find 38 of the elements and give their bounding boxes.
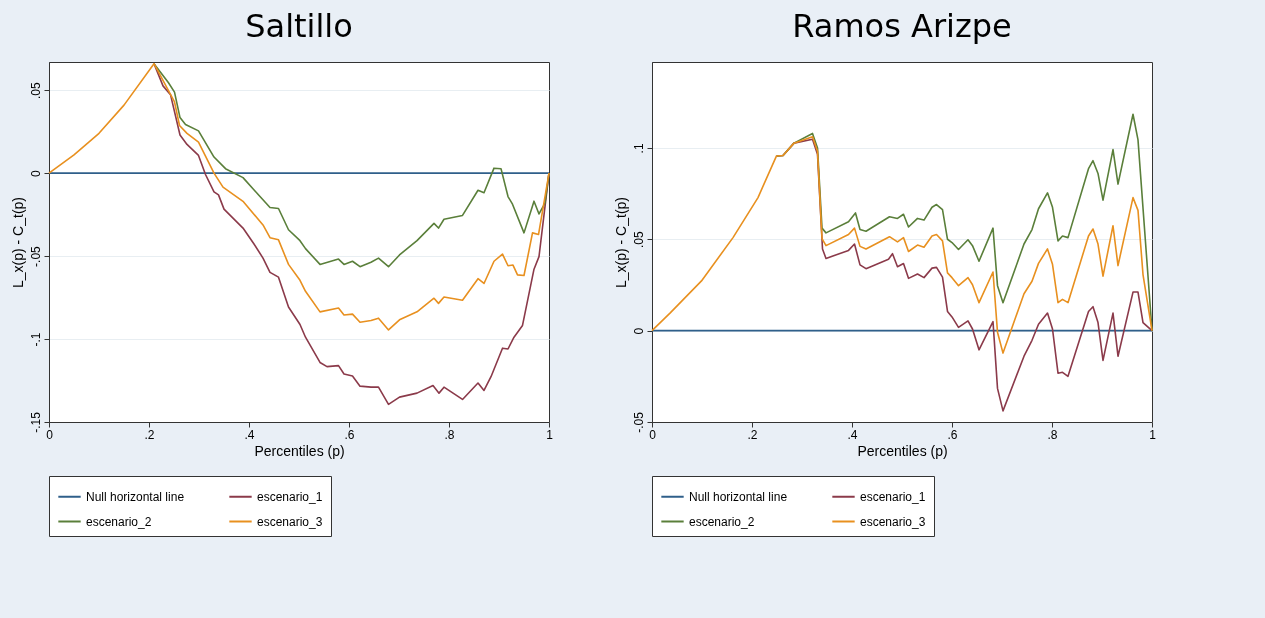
x-tick-label: .4 [244,427,255,442]
y-tick-label: -.05 [631,411,646,433]
x-tick-label: .6 [344,427,355,442]
line-series [651,135,1153,354]
y-tick-label: -.05 [28,245,43,267]
y-tick-label: .05 [631,231,646,249]
line-series [153,62,550,268]
legend-label: escenario_2 [86,514,152,529]
x-tick-label: 0 [46,427,54,442]
legend-label: escenario_3 [257,514,323,529]
legend-label: escenario_1 [860,489,926,504]
x-axis-title: Percentiles (p) [857,442,948,459]
x-tick-label: .6 [947,427,958,442]
legend-label: Null horizontal line [689,489,788,504]
y-tick-label: .05 [28,82,43,100]
x-tick-label: .8 [1047,427,1058,442]
chart-title: Ramos Arizpe [792,7,1012,45]
legend-label: Null horizontal line [86,489,185,504]
x-tick-label: .4 [847,427,858,442]
x-tick-label: 1 [546,427,554,442]
x-tick-label: 0 [649,427,657,442]
line-series [48,62,550,331]
x-tick-label: .2 [747,427,758,442]
y-tick-label: 0 [631,327,646,335]
y-axis-title: L_x(p) - C_t(p) [612,196,629,289]
chart-title: Saltillo [245,7,353,45]
y-tick-label: 0 [28,170,43,177]
legend-label: escenario_3 [860,514,926,529]
x-axis-title: Percentiles (p) [254,442,345,459]
x-tick-label: .8 [444,427,455,442]
x-tick-label: .2 [144,427,155,442]
y-tick-label: .1 [631,143,646,154]
y-tick-label: -.1 [28,332,43,347]
y-axis-title: L_x(p) - C_t(p) [9,196,26,289]
y-tick-label: -.15 [28,411,43,433]
legend-label: escenario_1 [257,489,323,504]
x-tick-label: 1 [1149,427,1157,442]
legend-label: escenario_2 [689,514,755,529]
